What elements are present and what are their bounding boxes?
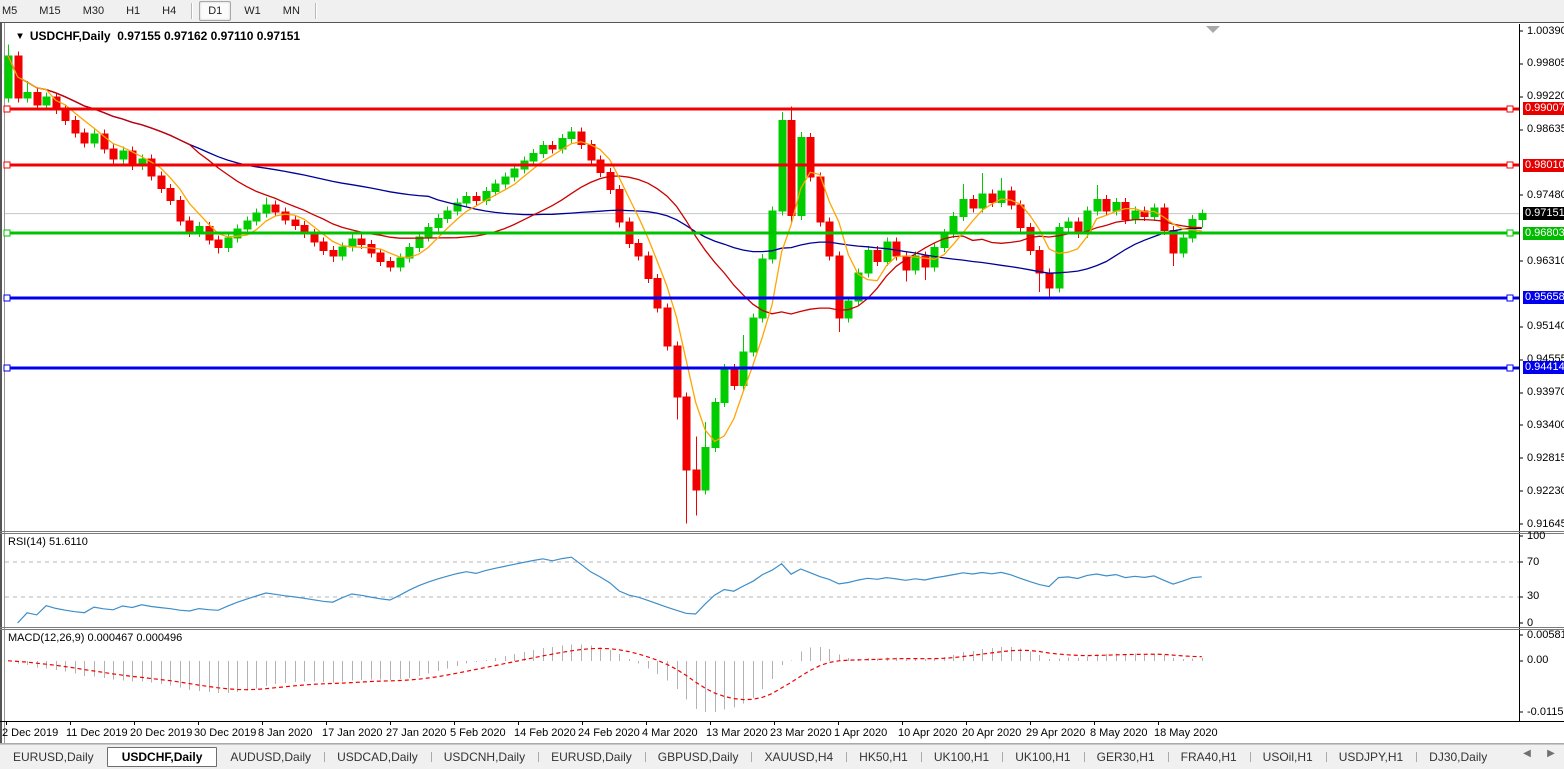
price-tick-label: 0.92230: [1527, 484, 1564, 497]
price-badge-0.94414: 0.94414: [1523, 361, 1564, 375]
ma-line-fast[interactable]: [7, 55, 1202, 443]
date-label: 27 Jan 2020: [386, 727, 447, 739]
tab-xauusd-h4[interactable]: XAUUSD,H4: [751, 748, 846, 766]
hline-resistance-0.99007[interactable]: [3, 105, 1519, 113]
timeframe-button-M15[interactable]: M15: [39, 5, 61, 17]
macd-panel[interactable]: [7, 644, 1203, 712]
tab-usdcad-daily[interactable]: USDCAD,Daily: [324, 748, 431, 766]
tab-eurusd-daily[interactable]: EURUSD,Daily: [13, 750, 94, 764]
macd-axis-label: 0.00: [1527, 654, 1549, 667]
price-tick-label: 0.93970: [1527, 386, 1564, 399]
date-label: 24 Feb 2020: [578, 727, 640, 739]
price-tick-label: 0.91645: [1527, 517, 1564, 530]
date-label: 8 May 2020: [1090, 727, 1148, 739]
macd-label: MACD(12,26,9) 0.000467 0.000496: [8, 632, 183, 644]
timeframe-button-M5[interactable]: M5: [2, 5, 18, 17]
date-label: 11 Dec 2019: [66, 727, 128, 739]
rsi-label: RSI(14) 51.6110: [8, 536, 88, 548]
date-label: 17 Jan 2020: [322, 727, 383, 739]
date-label: 29 Apr 2020: [1026, 727, 1086, 739]
price-tick-label: 0.95140: [1527, 320, 1564, 333]
macd-signal-line: [7, 647, 1202, 701]
price-tick-label: 0.92815: [1527, 451, 1564, 464]
price-tick-label: 1.00390: [1527, 24, 1564, 37]
price-badge-0.95658: 0.95658: [1523, 291, 1564, 305]
tab-uk100-h1[interactable]: UK100,H1: [1002, 748, 1083, 766]
timeframe-button-MN[interactable]: MN: [282, 5, 300, 17]
timeframe-button-M30[interactable]: M30: [82, 5, 105, 17]
date-label: 2 Dec 2019: [2, 727, 59, 739]
tab-usdchf-daily[interactable]: USDCHF,Daily: [106, 747, 218, 767]
macd-histogram: [18, 644, 1203, 712]
hline-support-0.96803[interactable]: [3, 229, 1519, 237]
price-tick-label: 0.96310: [1527, 254, 1564, 267]
tab-dj30-daily[interactable]: DJ30,Daily: [1416, 748, 1500, 766]
date-label: 10 Apr 2020: [898, 727, 958, 739]
rsi-panel[interactable]: [5, 556, 1519, 624]
hline-support-0.95658[interactable]: [3, 294, 1519, 302]
tab-gbpusd-daily[interactable]: GBPUSD,Daily: [644, 748, 752, 766]
chart-ohlc-values: 0.97155 0.97162 0.97110 0.97151: [117, 29, 301, 43]
rsi-axis-label: 30: [1527, 590, 1540, 603]
macd-axis-label: 0.005818: [1527, 628, 1564, 641]
tab-audusd-daily[interactable]: AUDUSD,Daily: [230, 750, 312, 764]
macd-axis-label: -0.011514: [1527, 705, 1564, 718]
rsi-axis-label: 70: [1527, 555, 1540, 568]
tab-scroll-controls: ◀ ▶: [1522, 746, 1556, 762]
tab-scroll-right-button[interactable]: ▶: [1547, 748, 1555, 759]
rsi-line: [17, 556, 1202, 624]
tab-usdcnh-daily[interactable]: USDCNH,Daily: [430, 748, 538, 766]
price-tick-label: 0.98635: [1527, 123, 1564, 136]
date-label: 18 May 2020: [1154, 727, 1218, 739]
price-tick-label: 0.99805: [1527, 57, 1564, 70]
rsi-axis-label: 100: [1527, 529, 1546, 542]
date-label: 4 Mar 2020: [642, 727, 698, 739]
ma-line-mid[interactable]: [7, 55, 1202, 315]
timeframe-button-W1[interactable]: W1: [244, 5, 261, 17]
chart-symbol: USDCHF,Daily: [29, 29, 111, 43]
price-tick-label: 0.99220: [1527, 90, 1564, 103]
price-tick-label: 0.97480: [1527, 188, 1564, 201]
tab-hk50-h1[interactable]: HK50,H1: [846, 748, 921, 766]
timeframe-button-H4[interactable]: H4: [162, 5, 177, 17]
date-label: 14 Feb 2020: [514, 727, 576, 739]
tab-usdjpy-h1[interactable]: USDJPY,H1: [1325, 748, 1416, 766]
tab-ger30-h1[interactable]: GER30,H1: [1083, 748, 1168, 766]
tab-eurusd-daily[interactable]: EURUSD,Daily: [538, 748, 645, 766]
price-tick-label: 0.93400: [1527, 418, 1564, 431]
ma-line-slow[interactable]: [7, 55, 1202, 274]
date-label: 1 Apr 2020: [834, 727, 888, 739]
candles-layer[interactable]: [4, 44, 1207, 524]
timeframe-button-H1[interactable]: H1: [126, 5, 141, 17]
price-badge-0.98010: 0.98010: [1523, 158, 1564, 172]
price-badge-0.97151: 0.97151: [1523, 207, 1564, 221]
date-label: 20 Apr 2020: [962, 727, 1022, 739]
hline-resistance-0.9801[interactable]: [3, 161, 1519, 169]
date-label: 13 Mar 2020: [706, 727, 768, 739]
date-label: 30 Dec 2019: [194, 727, 257, 739]
tab-usoil-h1[interactable]: USOil,H1: [1249, 748, 1326, 766]
date-label: 8 Jan 2020: [258, 727, 313, 739]
rsi-axis-label: 0: [1527, 616, 1534, 629]
hline-support-0.94414[interactable]: [3, 364, 1519, 372]
date-label: 5 Feb 2020: [450, 727, 506, 739]
tab-uk100-h1[interactable]: UK100,H1: [920, 748, 1002, 766]
tab-fra40-h1[interactable]: FRA40,H1: [1167, 748, 1250, 766]
date-label: 23 Mar 2020: [770, 727, 832, 739]
dropdown-triangle-icon[interactable]: ▼: [15, 30, 25, 42]
price-badge-0.99007: 0.99007: [1523, 102, 1564, 116]
timeframe-button-D1[interactable]: D1: [199, 1, 232, 21]
tab-scroll-left-button[interactable]: ◀: [1523, 748, 1531, 759]
date-label: 20 Dec 2019: [130, 727, 193, 739]
chart-shift-marker-icon[interactable]: [1206, 26, 1220, 33]
price-badge-0.96803: 0.96803: [1523, 226, 1564, 240]
chart-tab-bar: EURUSD,Daily USDCHF,Daily AUDUSD,Daily USDC…: [0, 744, 1564, 769]
chart-title: ▼ USDCHF,Daily 0.97155 0.97162 0.97110 0.…: [14, 29, 300, 43]
